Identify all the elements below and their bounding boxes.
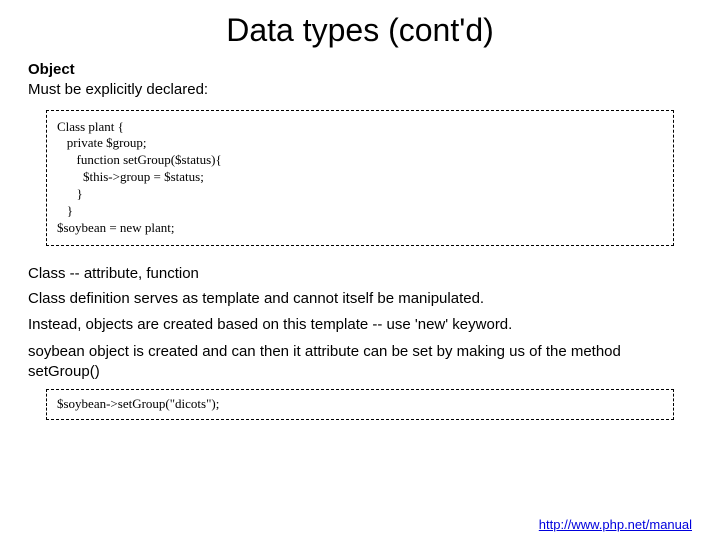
soybean-text: soybean object is created and can then i… — [28, 342, 692, 381]
object-intro: Must be explicitly declared: — [28, 80, 692, 100]
section-object-heading: Object Must be explicitly declared: — [28, 61, 692, 100]
section-class-explanation: Class -- attribute, function Class defin… — [28, 264, 692, 335]
code-box-class-definition: Class plant { private $group; function s… — [46, 110, 674, 246]
class-def-line: Class definition serves as template and … — [28, 289, 692, 309]
class-new-line: Instead, objects are created based on th… — [28, 315, 692, 335]
section-soybean-explanation: soybean object is created and can then i… — [28, 342, 692, 381]
page-title: Data types (cont'd) — [28, 12, 692, 49]
code-box-setgroup-call: $soybean->setGroup("dicots"); — [46, 389, 674, 420]
footer-link[interactable]: http://www.php.net/manual — [539, 517, 692, 532]
object-heading: Object — [28, 61, 692, 78]
class-attr-line: Class -- attribute, function — [28, 264, 692, 284]
